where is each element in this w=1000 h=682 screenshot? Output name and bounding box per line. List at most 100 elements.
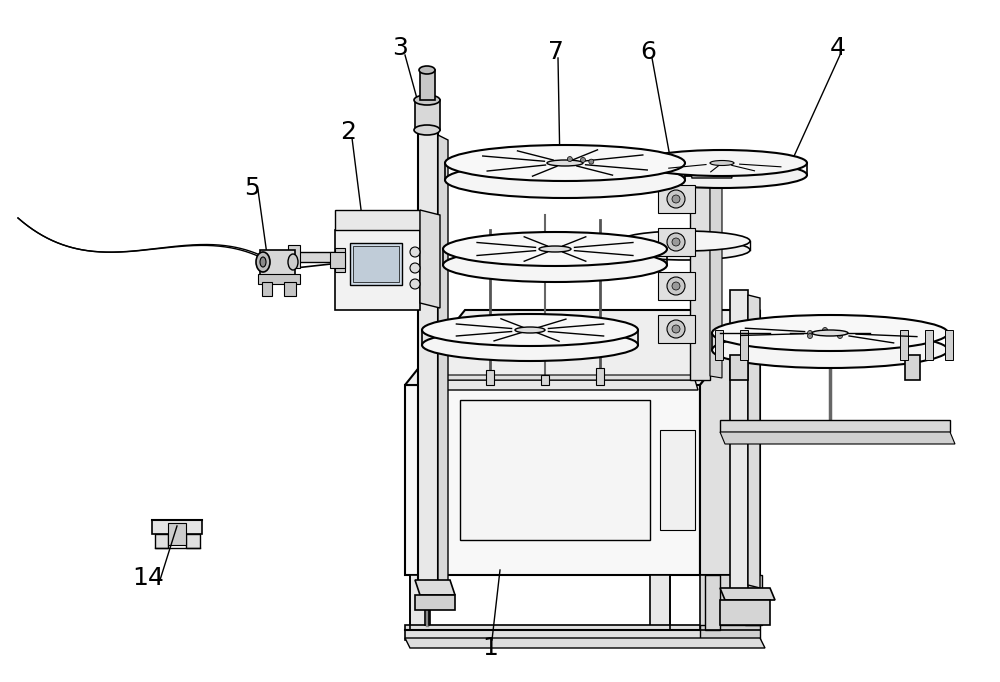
Circle shape: [672, 282, 680, 290]
Bar: [660, 430, 695, 530]
Circle shape: [672, 325, 680, 333]
Circle shape: [667, 320, 685, 338]
Polygon shape: [748, 295, 760, 588]
Circle shape: [838, 331, 842, 336]
Circle shape: [667, 233, 685, 251]
Ellipse shape: [414, 95, 440, 105]
Polygon shape: [415, 580, 455, 595]
Polygon shape: [415, 100, 440, 130]
Circle shape: [838, 333, 842, 338]
Circle shape: [667, 190, 685, 208]
Polygon shape: [330, 252, 345, 268]
Ellipse shape: [422, 314, 638, 346]
Circle shape: [822, 327, 828, 333]
Text: 7: 7: [548, 40, 564, 64]
Ellipse shape: [445, 145, 685, 181]
Text: 5: 5: [244, 176, 260, 200]
Ellipse shape: [443, 232, 667, 266]
Polygon shape: [596, 368, 604, 385]
Polygon shape: [658, 228, 695, 256]
Polygon shape: [405, 310, 760, 385]
Ellipse shape: [419, 66, 435, 74]
Polygon shape: [420, 210, 440, 308]
Ellipse shape: [443, 248, 667, 282]
Polygon shape: [715, 330, 723, 360]
Polygon shape: [486, 370, 494, 385]
Text: 2: 2: [340, 120, 356, 144]
Text: 6: 6: [640, 40, 656, 64]
Text: 3: 3: [392, 36, 408, 60]
Circle shape: [410, 263, 420, 273]
Bar: [353, 246, 399, 282]
Text: 1: 1: [482, 636, 498, 660]
Polygon shape: [658, 185, 695, 213]
Ellipse shape: [712, 315, 948, 351]
Polygon shape: [705, 575, 720, 630]
Polygon shape: [418, 130, 438, 585]
Circle shape: [672, 195, 680, 203]
Polygon shape: [730, 290, 748, 590]
Polygon shape: [745, 575, 762, 625]
Circle shape: [808, 333, 812, 338]
Polygon shape: [700, 575, 760, 630]
Ellipse shape: [414, 125, 440, 135]
Polygon shape: [740, 330, 748, 360]
Ellipse shape: [547, 160, 583, 166]
Ellipse shape: [620, 231, 750, 251]
Ellipse shape: [539, 246, 571, 252]
Circle shape: [808, 331, 812, 336]
Polygon shape: [700, 310, 760, 575]
Polygon shape: [710, 168, 722, 378]
Circle shape: [410, 279, 420, 289]
Ellipse shape: [260, 257, 266, 267]
Text: 14: 14: [132, 566, 164, 590]
Polygon shape: [335, 230, 420, 310]
Polygon shape: [335, 210, 420, 230]
Ellipse shape: [812, 330, 848, 336]
Ellipse shape: [445, 162, 685, 198]
Polygon shape: [405, 385, 700, 575]
Ellipse shape: [637, 150, 807, 176]
Ellipse shape: [620, 240, 750, 260]
Polygon shape: [262, 282, 272, 296]
Polygon shape: [650, 575, 670, 630]
Polygon shape: [905, 355, 920, 380]
Polygon shape: [420, 70, 435, 100]
Circle shape: [672, 238, 680, 246]
Polygon shape: [438, 135, 448, 585]
Polygon shape: [945, 330, 953, 360]
Polygon shape: [284, 282, 296, 296]
Polygon shape: [186, 534, 200, 548]
Polygon shape: [720, 600, 770, 625]
Circle shape: [410, 247, 420, 257]
Polygon shape: [438, 375, 698, 380]
Polygon shape: [258, 274, 300, 284]
Ellipse shape: [710, 160, 734, 166]
Polygon shape: [405, 638, 765, 648]
Polygon shape: [405, 625, 705, 640]
Polygon shape: [720, 432, 955, 444]
Text: 4: 4: [830, 36, 846, 60]
Polygon shape: [658, 315, 695, 343]
Ellipse shape: [712, 332, 948, 368]
Ellipse shape: [288, 254, 298, 270]
Ellipse shape: [422, 329, 638, 361]
Polygon shape: [690, 165, 710, 380]
Polygon shape: [720, 420, 950, 432]
Circle shape: [567, 157, 572, 162]
Ellipse shape: [637, 162, 807, 188]
Bar: [350, 243, 402, 285]
Circle shape: [667, 277, 685, 295]
Polygon shape: [541, 375, 549, 385]
Polygon shape: [415, 595, 455, 610]
Polygon shape: [690, 170, 732, 178]
Ellipse shape: [256, 252, 270, 272]
Circle shape: [580, 158, 585, 162]
Polygon shape: [168, 523, 186, 545]
Polygon shape: [152, 520, 202, 534]
Polygon shape: [410, 575, 430, 630]
Polygon shape: [288, 245, 300, 268]
Polygon shape: [438, 380, 698, 390]
Ellipse shape: [515, 327, 545, 333]
Polygon shape: [260, 250, 295, 278]
